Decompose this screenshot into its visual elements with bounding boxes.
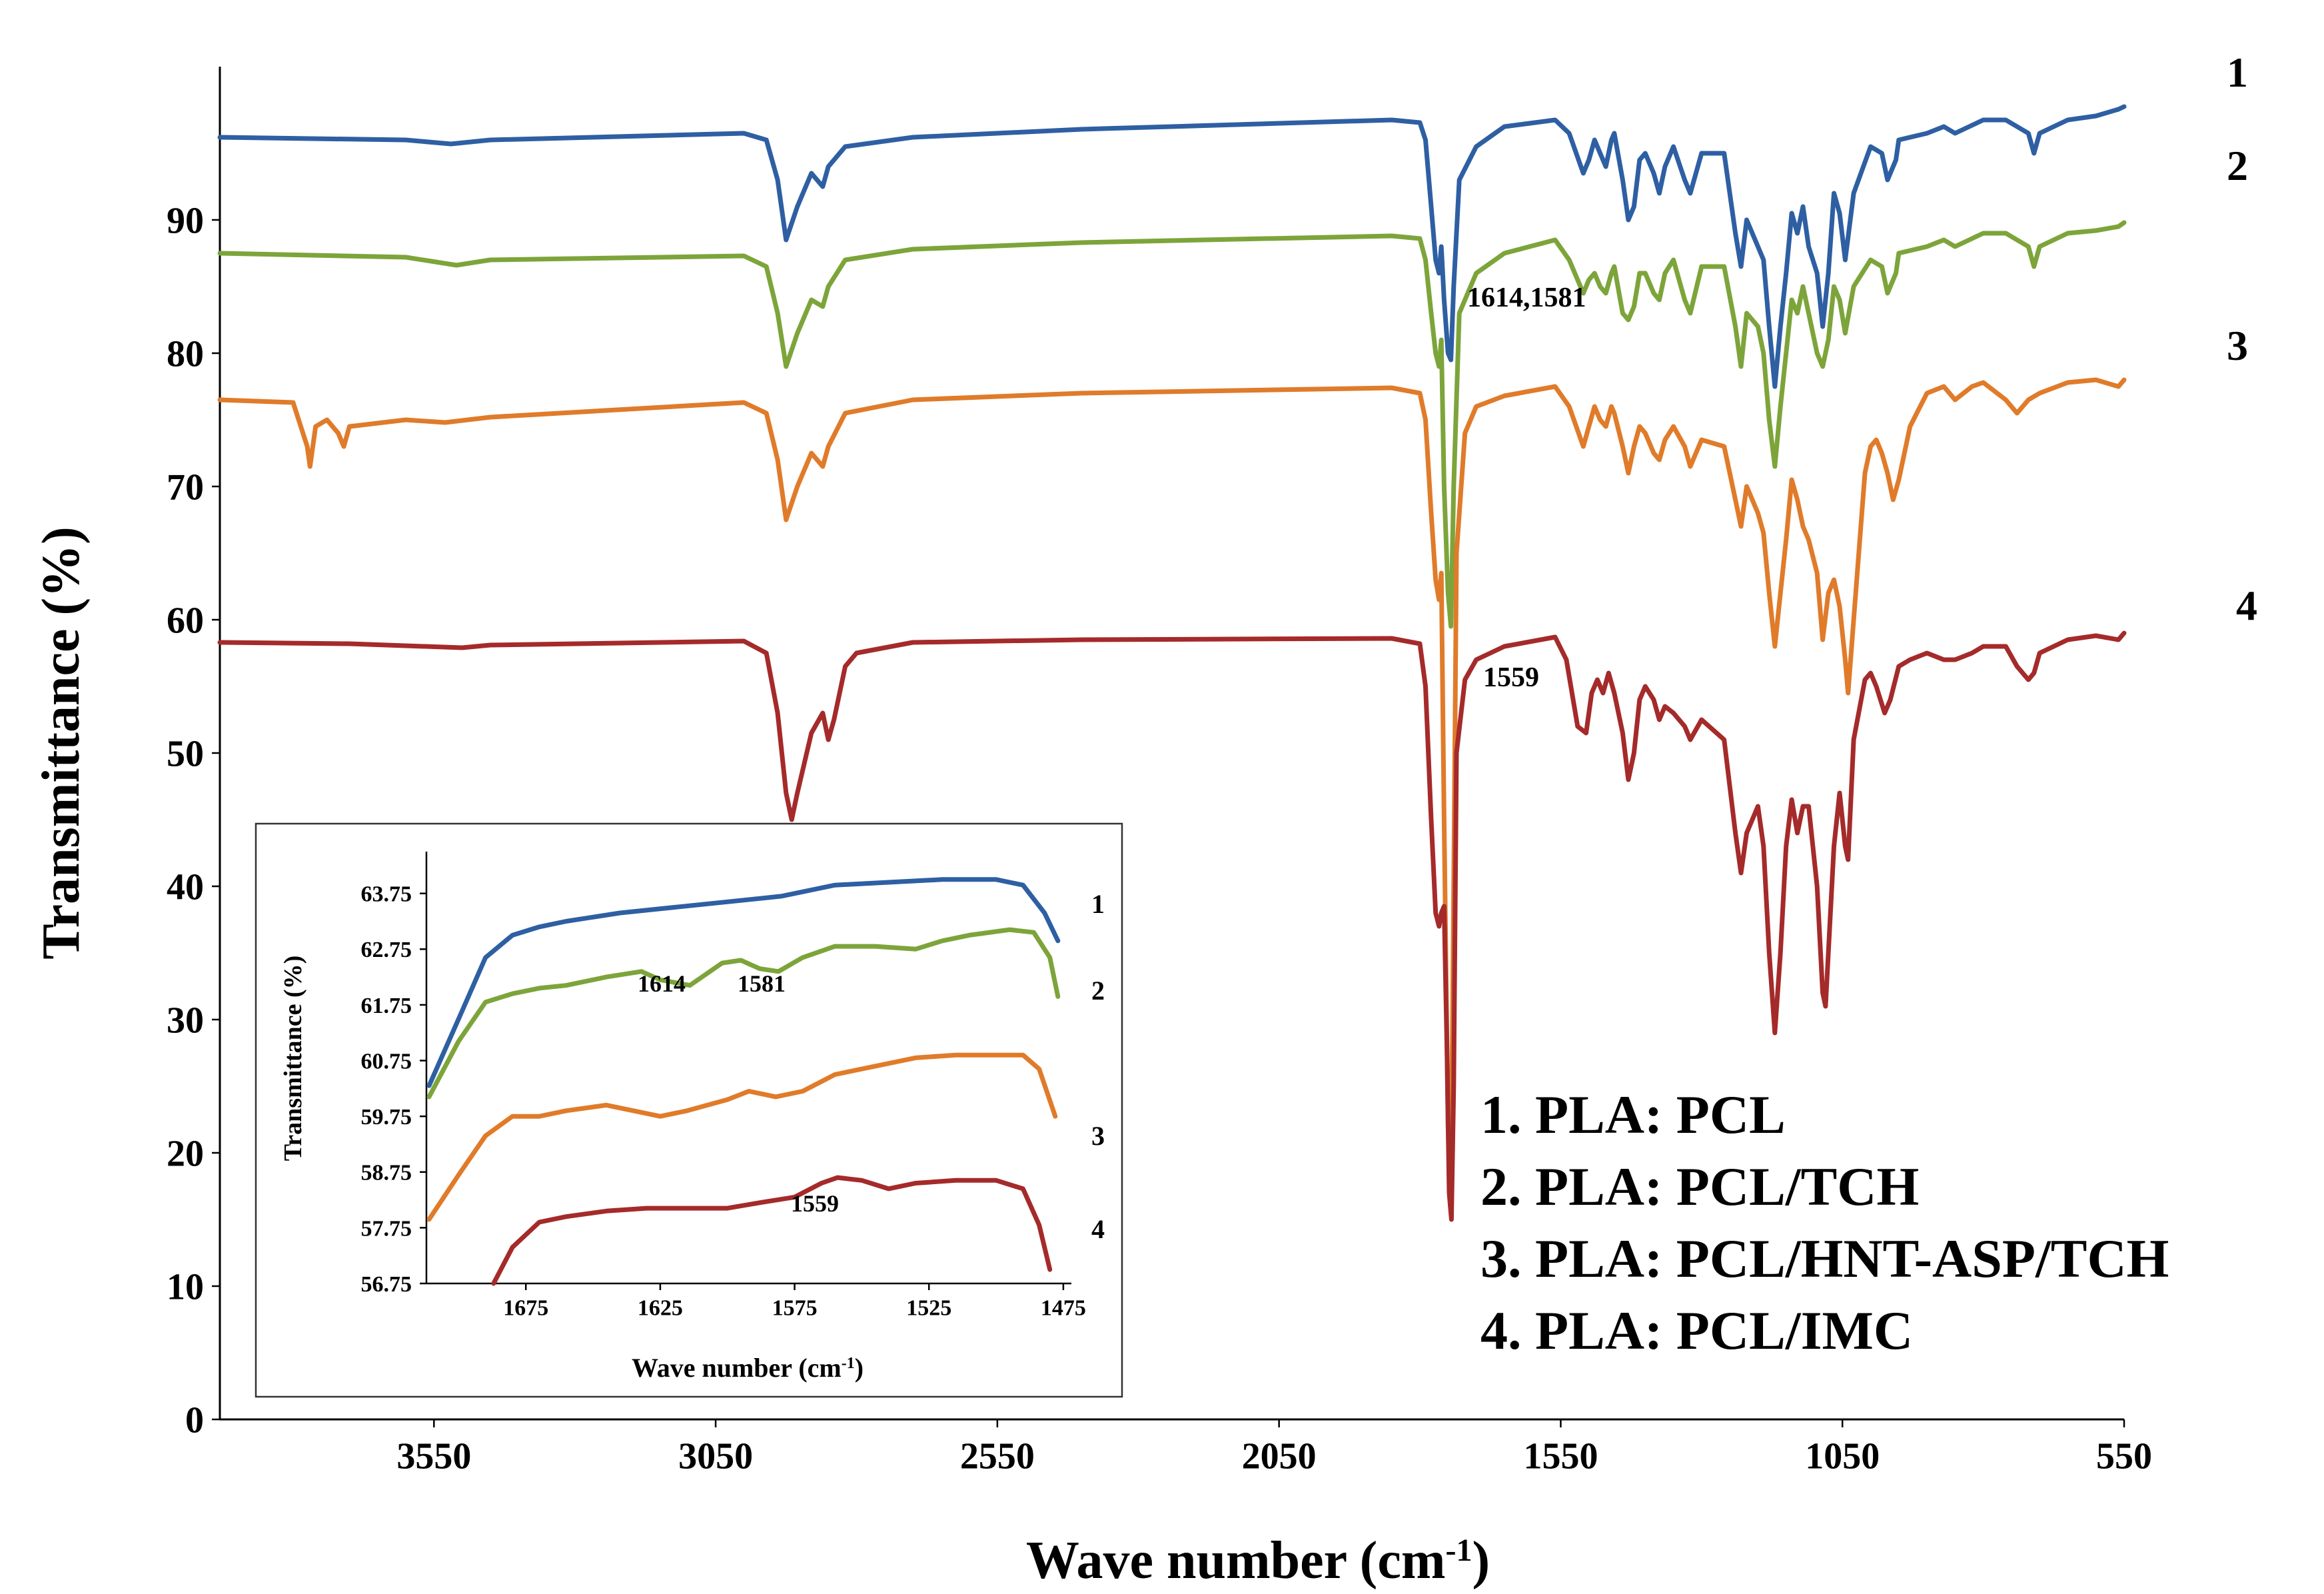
main-y-tick-label: 50: [167, 734, 204, 775]
main-series-line-4: [217, 630, 2127, 1222]
main-y-axis-label: Transmittance (%): [32, 526, 91, 960]
inset-x-axis-label: Wave number (cm-1): [632, 1353, 864, 1383]
inset-series-line-1: [426, 877, 1061, 1088]
inset-x-tick-label: 1525: [906, 1295, 951, 1320]
main-x-axis-label: Wave number (cm-1): [1026, 1531, 1490, 1590]
main-series-line-1: [217, 104, 2127, 389]
inset-y-tick-label: 57.75: [361, 1216, 412, 1241]
legend-item-2: 2. PLA: PCL/TCH: [1480, 1156, 1919, 1217]
inset-x-tick-label: 1475: [1041, 1295, 1086, 1320]
main-series-line-2: [217, 220, 2127, 629]
legend-item-4: 4. PLA: PCL/IMC: [1480, 1300, 1913, 1361]
main-y-ticks: 0 10 20 30 40 50 60 70 80 90: [167, 201, 220, 1441]
main-x-tick-label: 2550: [960, 1436, 1035, 1477]
main-series-label-1: 1: [2227, 49, 2248, 96]
inset-x-ticks: 1675 1625 1575 1525 1475: [503, 1283, 1086, 1320]
main-annotation-1559: 1559: [1483, 662, 1539, 693]
main-y-tick-label: 60: [167, 600, 204, 642]
inset-x-tick-label: 1575: [772, 1295, 818, 1320]
main-series-label-3: 3: [2227, 322, 2248, 369]
main-x-tick-label: 1550: [1523, 1436, 1598, 1477]
inset-series-line-3: [426, 1052, 1058, 1222]
inset-y-tick-label: 62.75: [361, 938, 412, 962]
main-y-tick-label: 70: [167, 467, 204, 508]
inset-series-label-1: 1: [1091, 889, 1105, 919]
main-y-tick-label: 20: [167, 1134, 204, 1175]
inset-x-tick-label: 1625: [638, 1295, 683, 1320]
inset-y-tick-label: 58.75: [361, 1161, 412, 1186]
inset-y-tick-label: 56.75: [361, 1272, 412, 1297]
main-series-line-3: [217, 377, 2127, 1209]
main-series-label-4: 4: [2236, 582, 2257, 629]
main-x-tick-label: 2050: [1242, 1436, 1317, 1477]
main-x-tick-label: 1050: [1805, 1436, 1880, 1477]
main-y-tick-label: 90: [167, 201, 204, 242]
inset-y-axis-label: Transmittance (%): [279, 956, 307, 1162]
inset-series-label-4: 4: [1091, 1214, 1105, 1244]
inset-annotation-1614: 1614: [638, 970, 686, 997]
main-series-group: [217, 104, 2127, 1222]
main-series-label-2: 2: [2227, 142, 2248, 189]
inset-y-tick-label: 60.75: [361, 1049, 412, 1074]
main-x-tick-label: 3050: [678, 1436, 753, 1477]
inset-series-group: [426, 877, 1061, 1286]
inset-y-tick-label: 63.75: [361, 882, 412, 907]
inset-x-tick-label: 1675: [503, 1295, 548, 1320]
main-y-tick-label: 80: [167, 334, 204, 375]
main-y-tick-label: 10: [167, 1267, 204, 1308]
inset-y-ticks: 56.75 57.75 58.75 59.75 60.75 61.75 62.75 63.75: [361, 882, 426, 1297]
inset-annotation-1581: 1581: [738, 970, 786, 997]
inset-series-label-3: 3: [1091, 1121, 1105, 1151]
main-x-ticks: 3550 3050 2550 2050 1550 1050 550: [396, 1419, 2152, 1477]
main-x-tick-label: 550: [2096, 1436, 2152, 1477]
legend-item-3: 3. PLA: PCL/HNT-ASP/TCH: [1480, 1228, 2169, 1289]
main-x-tick-label: 3550: [396, 1436, 471, 1477]
inset-annotation-1559: 1559: [791, 1190, 839, 1217]
legend-item-1: 1. PLA: PCL: [1480, 1084, 1786, 1145]
inset-series-line-2: [426, 927, 1061, 1100]
main-y-tick-label: 30: [167, 1000, 204, 1042]
main-y-tick-label: 40: [167, 867, 204, 908]
inset-series-label-2: 2: [1091, 976, 1105, 1006]
main-y-tick-label: 0: [185, 1400, 204, 1441]
inset-y-tick-label: 61.75: [361, 994, 412, 1018]
inset-series-line-4: [491, 1175, 1053, 1286]
main-annotation-1614-1581: 1614,1581: [1467, 283, 1586, 313]
inset-y-tick-label: 59.75: [361, 1105, 412, 1130]
inset-chart: 56.75 57.75 58.75 59.75 60.75 61.75 62.75 63.75…: [255, 822, 1123, 1398]
